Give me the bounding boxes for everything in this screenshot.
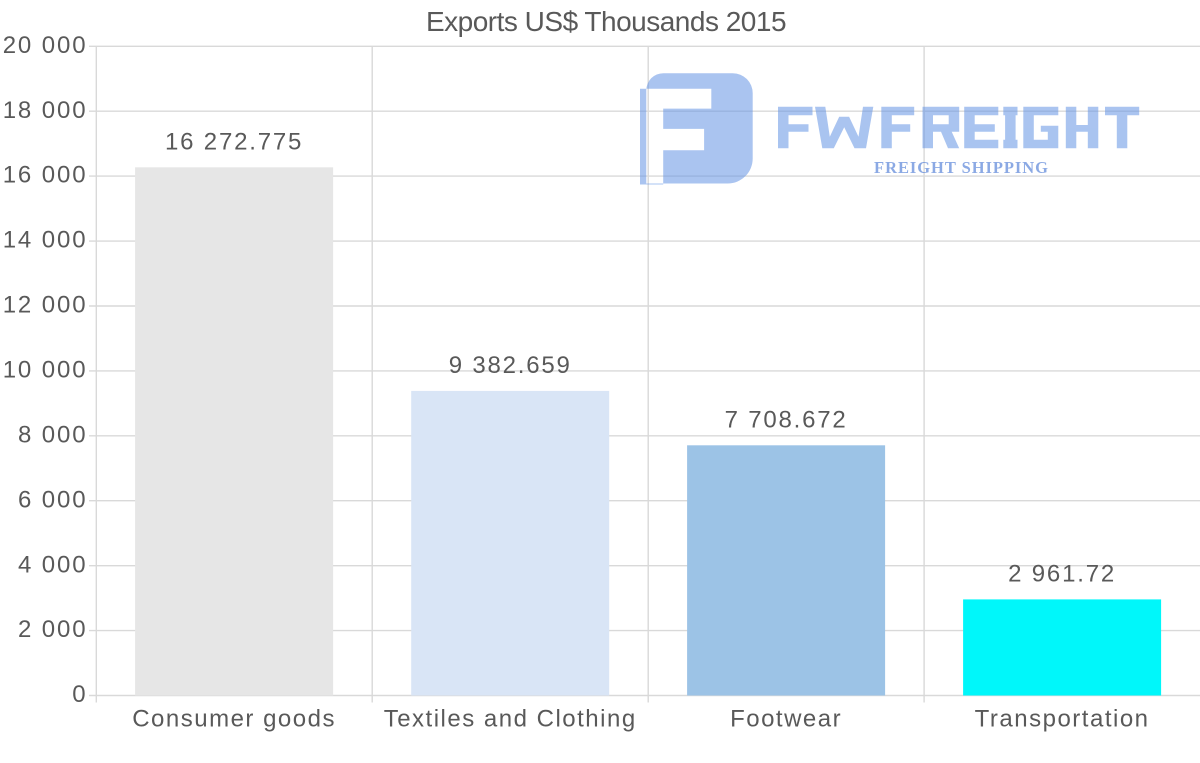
svg-text:20 000: 20 000 bbox=[3, 32, 88, 59]
svg-text:Transportation: Transportation bbox=[975, 706, 1150, 733]
svg-text:6 000: 6 000 bbox=[18, 486, 88, 513]
svg-text:14 000: 14 000 bbox=[3, 227, 88, 254]
svg-text:Footwear: Footwear bbox=[730, 706, 842, 733]
svg-text:0: 0 bbox=[72, 681, 87, 708]
svg-text:2 961.72: 2 961.72 bbox=[1008, 560, 1116, 587]
svg-text:7 708.672: 7 708.672 bbox=[725, 406, 848, 433]
svg-text:18 000: 18 000 bbox=[3, 97, 88, 124]
svg-text:16 000: 16 000 bbox=[3, 162, 88, 189]
svg-text:12 000: 12 000 bbox=[3, 292, 88, 319]
svg-text:Textiles and Clothing: Textiles and Clothing bbox=[384, 706, 637, 733]
svg-text:FREIGHT SHIPPING: FREIGHT SHIPPING bbox=[874, 158, 1049, 177]
svg-text:2 000: 2 000 bbox=[18, 616, 88, 643]
svg-text:9 382.659: 9 382.659 bbox=[449, 352, 572, 379]
svg-text:4 000: 4 000 bbox=[18, 551, 88, 578]
svg-text:8 000: 8 000 bbox=[18, 421, 88, 448]
svg-text:Consumer goods: Consumer goods bbox=[132, 706, 336, 733]
svg-text:10 000: 10 000 bbox=[3, 357, 88, 384]
svg-text:16 272.775: 16 272.775 bbox=[165, 128, 303, 155]
svg-text:Exports US$ Thousands 2015: Exports US$ Thousands 2015 bbox=[426, 6, 786, 37]
